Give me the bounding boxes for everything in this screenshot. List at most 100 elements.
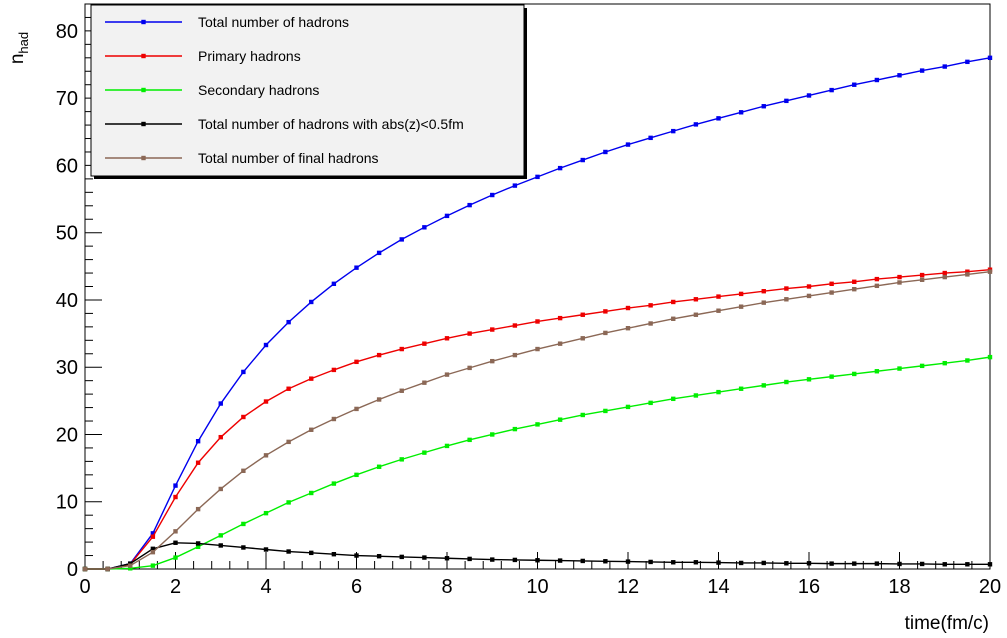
x-tick-label: 2 xyxy=(170,576,181,598)
data-point xyxy=(919,363,925,369)
y-tick-label: 40 xyxy=(56,290,78,312)
data-point xyxy=(444,443,450,449)
data-point xyxy=(309,490,314,496)
data-point xyxy=(784,98,789,104)
data-point xyxy=(603,408,608,414)
data-point xyxy=(738,560,744,566)
data-point xyxy=(852,82,857,87)
data-point xyxy=(965,269,970,274)
legend-swatch-marker xyxy=(141,53,146,59)
data-point xyxy=(150,546,156,552)
data-point xyxy=(444,213,450,219)
y-tick-label: 0 xyxy=(67,559,78,581)
data-point xyxy=(195,460,201,465)
data-point xyxy=(173,483,178,488)
data-point xyxy=(625,404,631,410)
data-point xyxy=(806,284,812,289)
data-point xyxy=(150,531,156,536)
data-point xyxy=(512,557,518,563)
series-line xyxy=(85,271,991,570)
data-point xyxy=(241,414,246,420)
data-point xyxy=(535,346,540,352)
data-point xyxy=(671,299,676,305)
data-point xyxy=(603,559,608,564)
data-point xyxy=(784,379,789,385)
data-point xyxy=(648,321,653,326)
y-tick-label: 60 xyxy=(56,155,78,177)
svg-text:nhad: nhad xyxy=(7,32,31,64)
data-point xyxy=(874,561,880,566)
legend-entry: Total number of hadrons with abs(z)<0.5f… xyxy=(105,116,464,132)
data-point xyxy=(422,380,427,385)
data-point xyxy=(852,279,857,284)
data-point xyxy=(603,309,608,314)
legend-label: Primary hadrons xyxy=(198,48,301,64)
x-axis-title: time(fm/c) xyxy=(905,613,989,634)
data-point xyxy=(625,559,631,564)
data-point xyxy=(716,560,721,565)
data-point xyxy=(105,566,110,572)
legend-label: Secondary hadrons xyxy=(198,82,319,98)
data-point xyxy=(761,104,766,109)
data-point xyxy=(399,388,404,393)
data-point xyxy=(693,560,699,565)
data-point xyxy=(422,341,427,346)
data-point xyxy=(738,304,744,309)
series-4 xyxy=(82,269,993,572)
data-point xyxy=(467,202,472,208)
x-tick-label: 4 xyxy=(260,576,271,598)
data-point xyxy=(852,371,857,377)
data-point xyxy=(580,312,585,317)
data-point xyxy=(422,225,427,230)
data-point xyxy=(286,549,291,554)
data-point xyxy=(535,319,540,324)
data-point xyxy=(671,128,676,134)
data-point xyxy=(309,376,314,381)
x-tick-label: 10 xyxy=(526,576,548,598)
x-tick-label: 8 xyxy=(441,576,452,598)
legend-swatch-marker xyxy=(141,19,146,25)
x-tick-label: 0 xyxy=(79,576,90,598)
data-point xyxy=(919,277,925,282)
data-point xyxy=(82,566,88,572)
data-point xyxy=(897,73,902,78)
data-point xyxy=(535,174,540,180)
data-point xyxy=(942,274,947,280)
data-point xyxy=(354,553,359,558)
data-point xyxy=(399,457,404,462)
data-point xyxy=(263,510,269,516)
data-point xyxy=(942,360,947,366)
data-point xyxy=(919,272,925,278)
data-point xyxy=(580,558,585,564)
data-point xyxy=(897,366,902,371)
data-point xyxy=(671,560,676,565)
data-point xyxy=(512,323,518,328)
data-point xyxy=(648,400,653,406)
data-point xyxy=(331,281,337,287)
data-point xyxy=(173,494,178,500)
data-point xyxy=(784,286,789,291)
data-point xyxy=(874,77,880,83)
data-point xyxy=(557,315,563,321)
legend-swatch-marker xyxy=(141,155,146,161)
data-point xyxy=(354,472,359,478)
series-layer xyxy=(82,55,993,572)
y-tick-label: 20 xyxy=(56,424,78,446)
data-point xyxy=(376,554,382,559)
data-point xyxy=(263,399,269,404)
data-point xyxy=(784,297,789,302)
data-point xyxy=(693,122,699,127)
data-point xyxy=(987,354,993,360)
data-point xyxy=(580,336,585,341)
data-point xyxy=(218,486,223,492)
data-point xyxy=(195,541,201,546)
data-point xyxy=(150,563,156,568)
data-point xyxy=(422,555,427,560)
data-point xyxy=(218,543,223,548)
y-tick-label: 70 xyxy=(56,88,78,110)
data-point xyxy=(557,165,563,171)
data-point xyxy=(490,327,495,332)
data-point xyxy=(806,93,812,98)
data-point xyxy=(716,308,721,313)
data-point xyxy=(829,374,834,379)
